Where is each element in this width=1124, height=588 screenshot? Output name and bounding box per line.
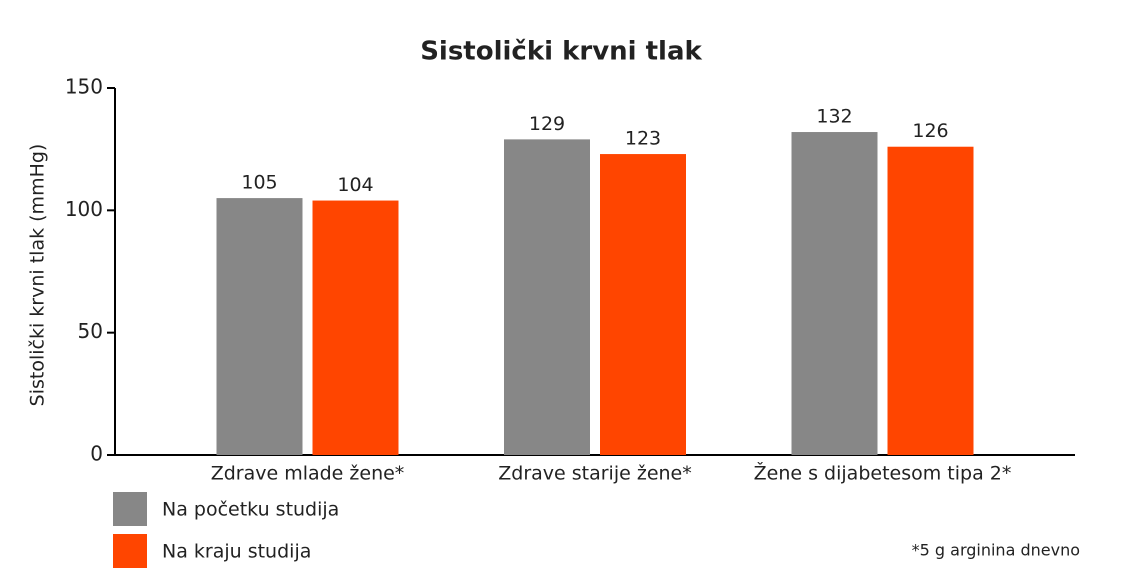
value-label: 126: [912, 120, 948, 142]
bar: [791, 132, 878, 456]
y-tick-label: 150: [65, 75, 103, 99]
bar: [312, 200, 399, 455]
bar: [504, 139, 590, 455]
x-tick-label: Zdrave mlade žene*: [211, 463, 405, 485]
y-tick-label: 0: [90, 442, 103, 466]
x-tick-label: Zdrave starije žene*: [498, 463, 692, 485]
value-label: 129: [529, 113, 565, 135]
chart-title: Sistolički krvni tlak: [420, 37, 702, 67]
legend-swatch: [113, 534, 147, 568]
value-label: 105: [241, 172, 277, 194]
value-label: 123: [625, 128, 661, 150]
legend-label: Na kraju studija: [162, 541, 311, 563]
y-tick-label: 50: [78, 319, 103, 343]
value-label: 132: [816, 106, 852, 128]
x-tick-label: Žene s dijabetesom tipa 2*: [754, 462, 1012, 485]
legend-swatch: [113, 492, 147, 526]
footnote: *5 g arginina dnevno: [912, 541, 1080, 560]
value-label: 104: [337, 174, 373, 196]
y-tick-label: 100: [65, 197, 103, 221]
legend-label: Na početku studija: [162, 499, 339, 521]
y-axis-label: Sistolički krvni tlak (mmHg): [27, 144, 49, 407]
bar: [887, 146, 974, 455]
bar: [216, 198, 303, 455]
bar: [600, 154, 686, 455]
